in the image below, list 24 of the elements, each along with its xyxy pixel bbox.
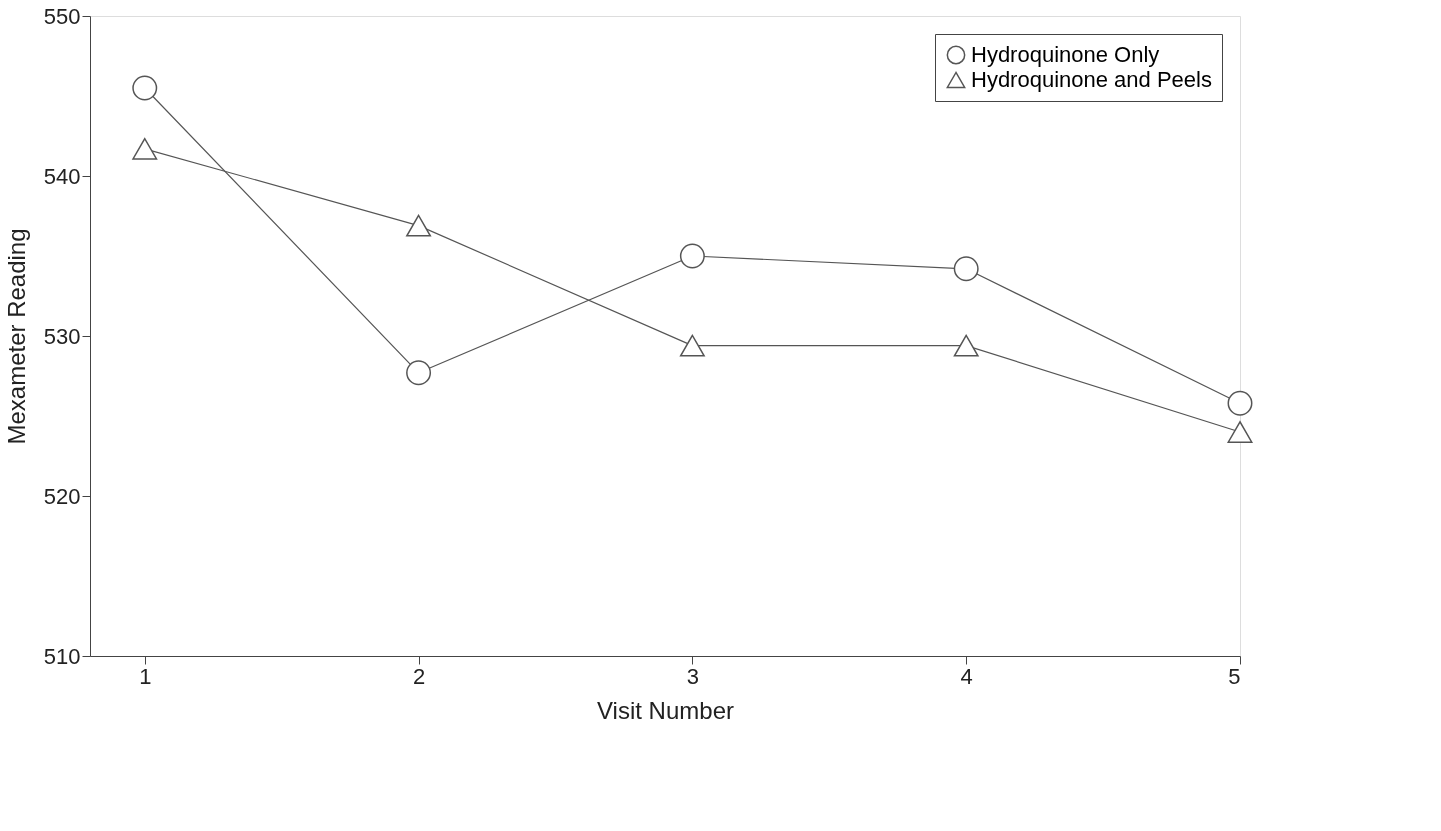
point xyxy=(953,256,979,282)
point xyxy=(679,243,705,269)
point xyxy=(679,334,705,357)
y-tick-label: 510 xyxy=(43,643,81,669)
x-axis-title: Visit Number xyxy=(597,696,734,724)
y-tick-label: 540 xyxy=(43,163,81,189)
y-tick-label: 520 xyxy=(43,483,81,509)
point xyxy=(1227,390,1253,416)
x-tick-label: 2 xyxy=(412,663,426,689)
point xyxy=(406,360,432,386)
point xyxy=(406,214,432,237)
point xyxy=(132,137,158,160)
legend-label: Hydroquinone and Peels xyxy=(971,67,1212,92)
y-tick-label: 550 xyxy=(43,3,81,29)
y-tick-label: 530 xyxy=(43,323,81,349)
point xyxy=(953,334,979,357)
x-tick-label: 1 xyxy=(139,663,152,689)
x-tick-label: 5 xyxy=(1228,663,1241,689)
legend-label: Hydroquinone Only xyxy=(971,42,1160,67)
y-axis-title: Mexameter Reading xyxy=(2,228,30,445)
point xyxy=(1227,421,1253,443)
point xyxy=(132,75,158,101)
x-tick-label: 4 xyxy=(960,663,973,689)
x-tick-label: 3 xyxy=(686,663,700,689)
